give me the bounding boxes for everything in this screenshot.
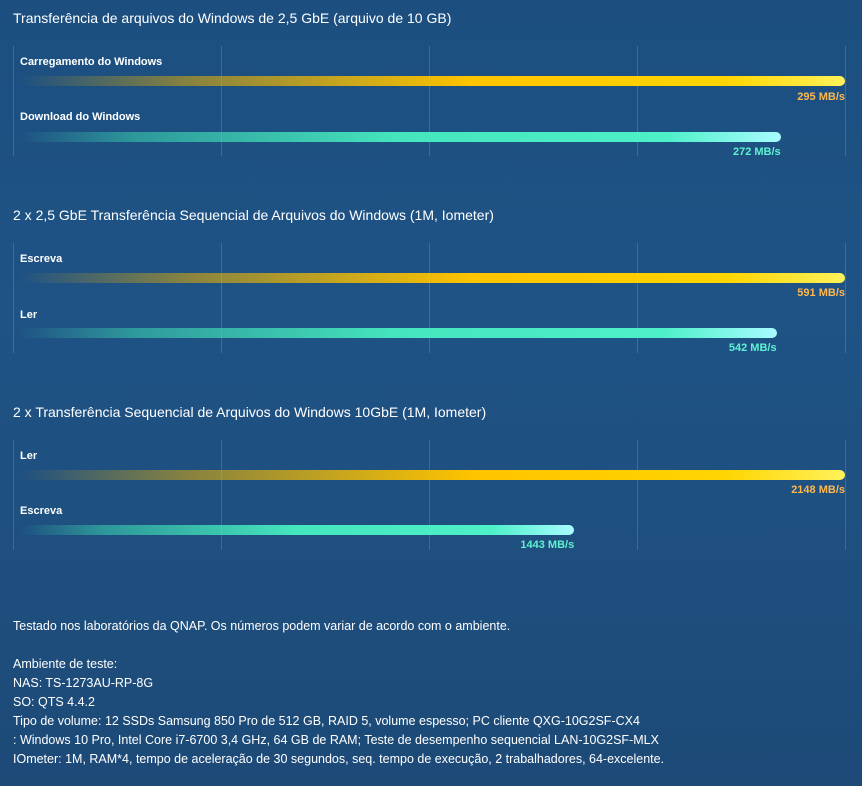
gridline (845, 440, 846, 550)
gridline (221, 243, 222, 353)
bar-value-label: 1443 MB/s (520, 539, 575, 551)
gridline (221, 46, 222, 156)
chart-plot: Escreva 591 MB/s Ler 542 MB/s (13, 243, 847, 354)
bar-series-0 (20, 273, 845, 283)
gridline (637, 46, 638, 156)
volume-text: Tipo de volume: 12 SSDs Samsung 850 Pro … (13, 714, 640, 728)
gridline (429, 46, 430, 156)
chart-plot: Carregamento do Windows 295 MB/s Downloa… (13, 46, 847, 158)
series-label: Carregamento do Windows (20, 56, 163, 68)
bar-value-label: 295 MB/s (797, 91, 845, 103)
chart-plot: Ler 2148 MB/s Escreva 1443 MB/s (13, 440, 847, 551)
series-label: Ler (20, 450, 38, 462)
gridline (637, 243, 638, 353)
gridline (429, 440, 430, 550)
bar-series-0 (20, 470, 845, 480)
gridline (845, 46, 846, 156)
series-label: Escreva (20, 505, 63, 517)
iometer-text: IOmeter: 1M, RAM*4, tempo de aceleração … (13, 752, 665, 766)
chart-title: 2 x 2,5 GbE Transferência Sequencial de … (13, 207, 494, 223)
nas-text: NAS: TS-1273AU-RP-8G (13, 676, 154, 690)
series-label: Ler (20, 309, 38, 321)
series-label: Escreva (20, 253, 63, 265)
gridline (221, 440, 222, 550)
spacer (13, 636, 664, 655)
bar-series-1 (20, 132, 781, 142)
gridline (845, 243, 846, 353)
gridline (637, 440, 638, 550)
bar-series-0 (20, 76, 845, 86)
bar-series-1 (20, 328, 777, 338)
os-text: SO: QTS 4.4.2 (13, 695, 95, 709)
gridline (13, 243, 14, 353)
bar-value-label: 272 MB/s (732, 146, 781, 158)
bar-value-label: 591 MB/s (797, 287, 845, 299)
test-notes: Testado nos laboratórios da QNAP. Os núm… (13, 617, 664, 769)
gridline (13, 440, 14, 550)
chart-title: 2 x Transferência Sequencial de Arquivos… (13, 404, 487, 420)
env-heading: Ambiente de teste: (13, 657, 118, 671)
bar-value-label: 2148 MB/s (791, 484, 845, 496)
bar-series-1 (20, 525, 575, 535)
disclaimer-text: Testado nos laboratórios da QNAP. Os núm… (13, 619, 511, 633)
series-label: Download do Windows (20, 111, 141, 123)
chart-title: Transferência de arquivos do Windows de … (13, 10, 452, 26)
client-text: : Windows 10 Pro, Intel Core i7-6700 3,4… (13, 733, 659, 747)
gridline (13, 46, 14, 156)
bar-value-label: 542 MB/s (728, 342, 777, 354)
gridline (429, 243, 430, 353)
